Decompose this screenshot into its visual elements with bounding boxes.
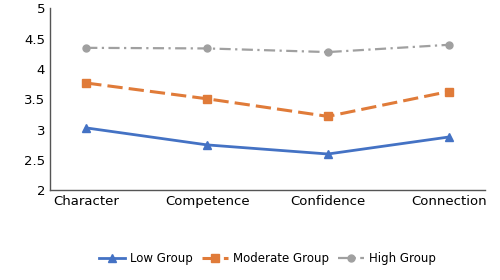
Legend: Low Group, Moderate Group, High Group: Low Group, Moderate Group, High Group: [94, 247, 440, 270]
